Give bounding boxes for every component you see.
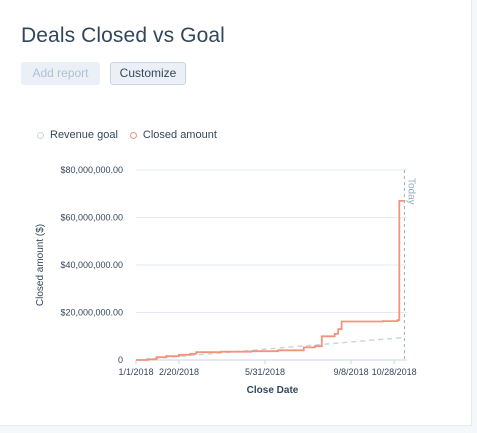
y-axis-label: Closed amount ($) bbox=[35, 224, 46, 306]
customize-button[interactable]: Customize bbox=[110, 62, 186, 85]
x-tick-label: 1/1/2018 bbox=[118, 367, 153, 377]
y-tick-label: $80,000,000.00 bbox=[60, 165, 123, 175]
series-line-revenue-goal[interactable] bbox=[135, 336, 406, 361]
y-tick-label: $60,000,000.00 bbox=[60, 213, 123, 223]
x-tick-label: 9/8/2018 bbox=[334, 367, 369, 377]
chart-legend: Revenue goal Closed amount bbox=[37, 129, 229, 141]
y-tick-label: 0 bbox=[118, 355, 123, 365]
revenue-goal-legend-marker-icon bbox=[37, 131, 44, 139]
x-tick-label: 2/20/2018 bbox=[159, 367, 199, 377]
y-axis-ticks: 0 $20,000,000.00 $40,000,000.00 $60,000,000… bbox=[60, 165, 123, 365]
y-tick-label: $40,000,000.00 bbox=[60, 260, 123, 270]
report-card: Deals Closed vs Goal Add report Customiz… bbox=[0, 0, 472, 426]
add-report-button[interactable]: Add report bbox=[21, 62, 100, 85]
x-tick-label: 5/31/2018 bbox=[245, 367, 285, 377]
x-tick-label: 10/28/2018 bbox=[372, 367, 417, 377]
report-title: Deals Closed vs Goal bbox=[21, 24, 225, 47]
x-axis-ticks: 1/1/2018 2/20/2018 5/31/2018 9/8/2018 10/28/… bbox=[118, 360, 417, 377]
deals-chart: 0 $20,000,000.00 $40,000,000.00 $60,000,000… bbox=[35, 165, 417, 396]
series-line-closed-amount[interactable] bbox=[136, 200, 406, 361]
legend-item-closed-amount[interactable]: Closed amount bbox=[129, 129, 217, 141]
y-tick-label: $20,000,000.00 bbox=[60, 308, 123, 318]
legend-item-revenue-goal[interactable]: Revenue goal bbox=[37, 129, 118, 141]
today-annotation: Today bbox=[405, 178, 416, 205]
legend-label-revenue-goal: Revenue goal bbox=[50, 129, 118, 141]
x-axis-label: Close Date bbox=[247, 385, 299, 396]
closed-amount-legend-marker-icon bbox=[129, 131, 137, 139]
chart-gridlines bbox=[136, 169, 407, 313]
legend-label-closed-amount: Closed amount bbox=[142, 129, 217, 141]
